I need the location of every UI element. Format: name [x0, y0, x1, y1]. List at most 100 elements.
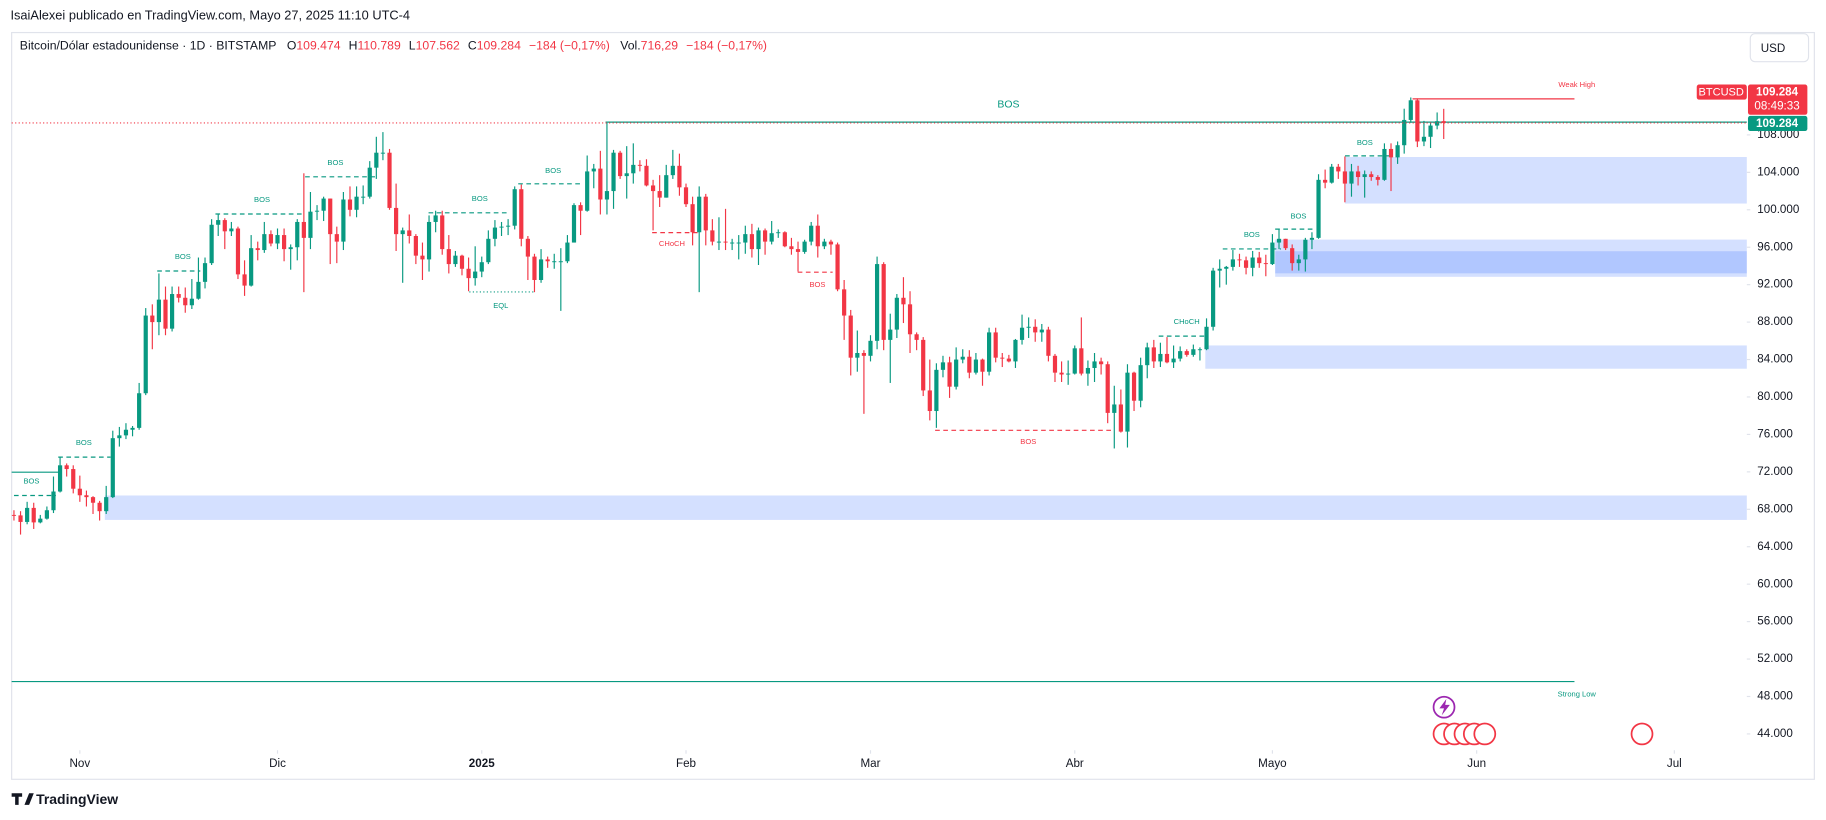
x-tick-label: Feb	[676, 757, 696, 770]
candle-body	[525, 238, 530, 257]
y-tick-label: 56.000	[1757, 615, 1793, 628]
event-icon[interactable]	[1630, 722, 1654, 746]
candle-body	[1362, 174, 1367, 178]
candle-body	[235, 228, 241, 275]
candle-body	[947, 362, 952, 387]
candle-body	[624, 173, 629, 177]
candle-body	[1164, 353, 1170, 363]
high-label: H	[349, 39, 358, 53]
candle-body	[789, 246, 794, 250]
candle-body	[249, 248, 254, 286]
candle-body	[150, 315, 155, 323]
candle-body	[380, 152, 386, 154]
low-value: 107.562	[416, 39, 460, 53]
y-tick-label: 96.000	[1757, 240, 1793, 253]
candle-body	[97, 502, 102, 512]
candle-body	[1395, 145, 1400, 158]
candle-body	[77, 488, 82, 496]
candle-body	[374, 152, 379, 168]
candle-body	[591, 168, 596, 172]
candle-body	[1118, 404, 1123, 432]
candle-body	[1178, 351, 1183, 359]
lightning	[1439, 699, 1450, 716]
candle-body	[440, 215, 445, 250]
annotations: BOS BOS BOS BOS BOS BOS EQL BOS BOS CHoCH BOS BOS CH…	[11, 80, 1747, 698]
legend-line: Bitcoin/Dólar estadounidense · 1D · BITS…	[20, 39, 767, 53]
candle-body	[703, 196, 708, 231]
candle-body	[532, 256, 537, 280]
x-tick-label: Mayo	[1258, 757, 1286, 770]
candle-body	[736, 242, 741, 244]
candle-body	[262, 234, 267, 251]
candle-body	[57, 465, 63, 492]
candle-body	[328, 198, 333, 235]
candle-body	[1033, 326, 1038, 333]
candle-body	[1421, 136, 1427, 142]
candle-body	[901, 297, 906, 305]
candle-body	[51, 491, 56, 511]
candle-body	[1323, 179, 1328, 183]
candle-body	[1138, 365, 1143, 401]
candle-body	[782, 232, 787, 247]
candle-body	[716, 241, 722, 243]
candle-body	[1059, 372, 1064, 375]
candle-body	[413, 235, 418, 256]
demand-zone	[1345, 157, 1747, 204]
candle-body	[1000, 357, 1005, 359]
countdown: 08:49:33	[1754, 100, 1799, 113]
candle-body	[137, 393, 142, 428]
price-tag-text: 109.284	[1756, 86, 1799, 99]
candle-body	[1013, 339, 1018, 362]
candle-body	[216, 220, 221, 225]
candle-body	[1349, 171, 1354, 184]
candle-body	[189, 298, 194, 306]
candle-body	[987, 332, 992, 372]
candle-body	[11, 514, 17, 516]
candle-body	[631, 164, 636, 174]
y-tick-label: 108.000	[1757, 128, 1800, 141]
currency-button[interactable]	[1749, 33, 1810, 63]
volume-value: 716,29	[641, 39, 679, 53]
x-tick-label: 2025	[469, 757, 495, 770]
candle-body	[1336, 166, 1341, 172]
candle-body	[1309, 237, 1315, 240]
candle-body	[1283, 238, 1288, 249]
y-tick-label: 68.000	[1757, 502, 1793, 515]
event-icon[interactable]	[1473, 722, 1497, 746]
candle-body	[1230, 259, 1235, 267]
candle-body	[802, 241, 807, 252]
candle-body	[842, 289, 847, 316]
price-tag	[1747, 115, 1808, 132]
candle-body	[1197, 349, 1203, 351]
candle-body	[1276, 238, 1282, 243]
candle-body	[183, 297, 188, 306]
candle-body	[677, 165, 682, 188]
currency[interactable]: USD	[1761, 42, 1786, 55]
candle-body	[545, 259, 550, 262]
candle-body	[822, 241, 827, 247]
candle-body	[202, 263, 208, 282]
candle-body	[288, 247, 293, 250]
candle-body	[1006, 358, 1011, 362]
candle-body	[38, 518, 43, 523]
annotation-label: BOS	[175, 252, 191, 261]
candle-body	[1105, 364, 1110, 413]
annotation-label: BOS	[997, 99, 1019, 110]
candle-body	[1125, 372, 1130, 432]
candle-body	[506, 225, 511, 227]
candle-body	[1441, 121, 1446, 123]
candle-body	[156, 299, 162, 323]
y-tick-label: 52.000	[1757, 652, 1793, 665]
candle-body	[835, 244, 840, 290]
candle-body	[426, 221, 432, 260]
candle-body	[512, 189, 517, 226]
candle-body	[1092, 361, 1097, 368]
candle-body	[499, 226, 504, 228]
candle-body	[347, 199, 353, 210]
brand: TradingView	[36, 791, 118, 807]
candle-body	[209, 224, 214, 264]
candle-body	[104, 497, 109, 512]
candle-body	[281, 235, 287, 250]
candle-body	[960, 356, 965, 360]
candle-body	[571, 205, 577, 243]
